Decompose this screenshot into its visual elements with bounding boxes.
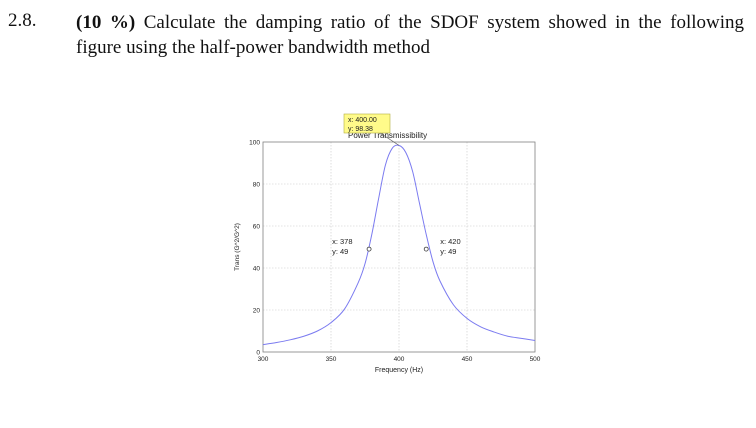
tooltip-pointer xyxy=(379,132,400,146)
tooltip-box xyxy=(343,113,391,134)
y-tick-label: 100 xyxy=(249,140,260,147)
x-tick-label: 400 xyxy=(394,356,405,363)
y-tick-label: 80 xyxy=(253,182,261,189)
datatip-y-label: y: 49 xyxy=(440,247,456,256)
x-tick-label: 350 xyxy=(326,356,337,363)
question-number: 2.8. xyxy=(8,10,37,31)
y-tick-label: 0 xyxy=(256,350,260,357)
x-tick-label: 450 xyxy=(462,356,473,363)
y-tick-label: 60 xyxy=(253,224,261,231)
question-body: Calculate the damping ratio of the SDOF … xyxy=(76,12,745,58)
y-tick-label: 40 xyxy=(253,266,261,273)
x-axis-label: Frequency (Hz) xyxy=(375,367,423,374)
chart-title: Power Transmissibility xyxy=(348,131,427,140)
data-tooltip: x: 400.00 y: 98.38 xyxy=(343,113,400,146)
datatip-x-label: x: 420 xyxy=(440,237,460,246)
x-tick-label: 500 xyxy=(530,356,541,363)
tooltip-x-label: x: 400.00 xyxy=(348,117,377,124)
datatip-marker xyxy=(366,246,372,252)
axis-ticks: 300 350 400 450 500 0 20 40 60 80 100 xyxy=(249,140,541,364)
x-tick-label: 300 xyxy=(258,356,269,363)
plot-frame xyxy=(262,141,536,353)
y-axis-label: Trans (G^2/G^2) xyxy=(234,223,241,271)
datatip-x-label: x: 378 xyxy=(332,237,352,246)
chart-grid xyxy=(263,142,535,352)
datatip-marker xyxy=(423,246,429,252)
y-tick-label: 20 xyxy=(253,308,261,315)
datatip-y-label: y: 49 xyxy=(332,247,348,256)
question-text: (10 %) Calculate the damping ratio of th… xyxy=(76,10,744,60)
question-points: (10 %) xyxy=(76,12,136,33)
tooltip-y-label: y: 98.38 xyxy=(348,126,373,133)
